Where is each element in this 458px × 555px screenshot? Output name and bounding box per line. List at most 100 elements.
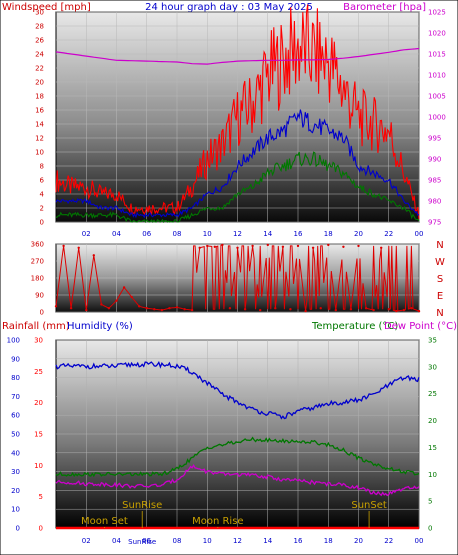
barometer-y-tick: 1010 — [428, 72, 446, 80]
humidity-y-tick: 10 — [11, 506, 20, 514]
barometer-y-tick: 985 — [428, 177, 441, 185]
rain-y-tick: 20 — [34, 399, 43, 407]
rain-y-tick: 15 — [34, 431, 43, 439]
humidity-y-tick: 80 — [11, 374, 20, 382]
barometer-y-tick: 995 — [428, 135, 441, 143]
wind-y-tick: 0 — [40, 219, 44, 227]
direction-point — [266, 243, 269, 247]
direction-point — [130, 295, 133, 299]
wind-y-tick: 14 — [35, 121, 44, 129]
direction-point — [138, 305, 141, 308]
direction-point — [107, 307, 111, 310]
direction-point — [153, 308, 156, 311]
wind-x-tick: 12 — [233, 230, 242, 238]
temp-x-tick: 04 — [112, 537, 121, 545]
temp-x-tick: 16 — [294, 537, 303, 545]
barometer-line — [55, 47, 420, 65]
temp-y-tick: 10 — [428, 471, 437, 479]
direction-point — [100, 303, 103, 306]
barometer-axis-title: Barometer [hpa] — [343, 2, 426, 13]
compass-label: W — [435, 257, 445, 268]
rain-y-tick: 25 — [34, 368, 43, 376]
wind_low-line — [55, 151, 420, 224]
compass-label: S — [437, 274, 443, 285]
direction-point — [213, 245, 216, 248]
direction-point — [349, 308, 353, 311]
direction-point — [54, 305, 58, 308]
temp-y-tick: 30 — [428, 363, 437, 371]
direction-point — [145, 307, 148, 310]
direction-y-tick: 0 — [40, 309, 44, 317]
direction-point — [334, 308, 337, 312]
compass-label: N — [436, 308, 443, 319]
wind-x-tick: 20 — [354, 230, 363, 238]
rain-y-tick: 30 — [34, 337, 43, 345]
wind-y-tick: 24 — [35, 51, 44, 59]
direction-point — [410, 307, 413, 310]
temp-x-tick: 18 — [324, 537, 333, 545]
direction-point — [304, 309, 307, 313]
wind-x-tick: 16 — [294, 230, 303, 238]
humidity-axis-title: Humidity (%) — [67, 321, 133, 332]
direction-point — [243, 308, 247, 311]
event-label: SunSet — [351, 500, 387, 511]
rain-y-tick: 0 — [39, 525, 43, 533]
wind-y-tick: 22 — [35, 65, 44, 73]
wind-y-tick: 28 — [35, 23, 44, 31]
direction-point — [190, 308, 194, 312]
wind-x-tick: 02 — [82, 230, 91, 238]
temp-y-tick: 25 — [428, 390, 437, 398]
barometer-y-tick: 1025 — [428, 9, 446, 17]
wind-y-tick: 12 — [35, 135, 44, 143]
direction-point — [251, 244, 254, 248]
humidity-y-tick: 0 — [16, 525, 20, 533]
direction-point — [77, 246, 80, 249]
temp-x-tick: 06 — [142, 537, 151, 545]
wind_avg-line — [55, 109, 420, 219]
humidity-y-tick: 70 — [11, 393, 20, 401]
barometer-y-tick: 980 — [428, 198, 441, 206]
wind-y-tick: 26 — [35, 37, 44, 45]
temp-x-tick: 02 — [82, 537, 91, 545]
wind-x-tick: 04 — [112, 230, 121, 238]
wind-y-tick: 18 — [35, 93, 44, 101]
barometer-y-tick: 1015 — [428, 51, 446, 59]
temp-x-tick: 20 — [354, 537, 363, 545]
wind-y-tick: 6 — [40, 177, 45, 185]
wind-y-tick: 10 — [35, 149, 44, 157]
direction-y-tick: 270 — [31, 258, 44, 266]
direction-point — [342, 245, 345, 248]
direction-y-tick: 360 — [31, 241, 44, 249]
wind-y-tick: 4 — [40, 191, 45, 199]
direction-point — [274, 307, 277, 310]
direction-point — [160, 308, 164, 312]
direction-point — [206, 244, 209, 248]
direction-point — [402, 308, 406, 312]
humidity-y-tick: 100 — [7, 337, 20, 345]
humidity-y-tick: 60 — [11, 412, 20, 420]
wind-x-tick: 22 — [384, 230, 393, 238]
direction-point — [417, 309, 421, 313]
wind-y-tick: 8 — [40, 163, 44, 171]
direction-point — [364, 307, 368, 310]
windspeed-axis-title: Windspeed [mph] — [2, 2, 91, 13]
direction-point — [380, 246, 383, 249]
direction-point — [327, 243, 330, 247]
direction-y-tick: 90 — [35, 292, 44, 300]
direction-point — [236, 246, 239, 249]
windspeed-line — [55, 4, 420, 220]
direction-point — [92, 254, 96, 257]
wind-y-tick: 2 — [40, 205, 44, 213]
barometer-y-tick: 975 — [428, 219, 441, 227]
temp-y-tick: 15 — [428, 444, 437, 452]
direction-point — [387, 308, 390, 311]
barometer-y-tick: 1020 — [428, 30, 446, 38]
graph-title: 24 hour graph day : 03 May 2025 — [145, 2, 313, 13]
temp-x-tick: 14 — [263, 537, 272, 545]
direction-point — [62, 244, 65, 248]
event-label: Moon Rise — [192, 516, 243, 527]
humidity-y-tick: 50 — [11, 431, 20, 439]
barometer-y-tick: 1000 — [428, 114, 446, 122]
barometer-y-tick: 990 — [428, 156, 441, 164]
dewpoint-line — [55, 463, 420, 497]
